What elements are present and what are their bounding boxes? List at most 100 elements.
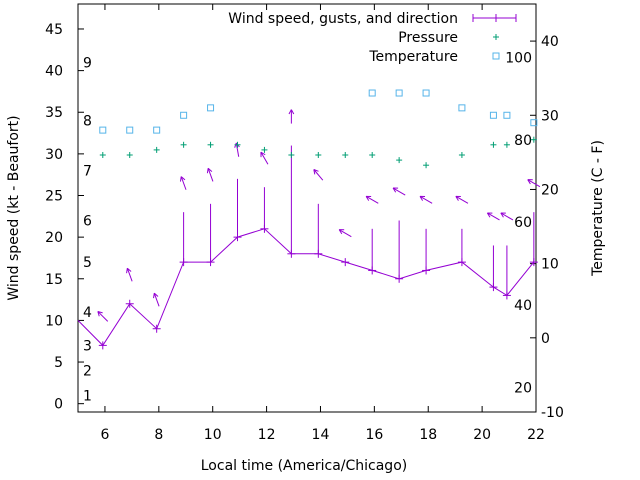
temperature-point — [99, 126, 107, 134]
wind-arrow — [455, 195, 469, 204]
wind-arrow-head — [180, 176, 186, 181]
temperature-point — [207, 104, 215, 112]
beaufort-label: 2 — [83, 363, 92, 379]
legend-label: Pressure — [398, 30, 458, 46]
fahrenheit-label: 80 — [514, 133, 532, 149]
temperature-point — [422, 89, 430, 97]
temperature-point — [458, 104, 466, 112]
x-tick-label: 6 — [100, 427, 109, 443]
beaufort-label: 8 — [83, 114, 92, 130]
temperature-point — [126, 126, 134, 134]
wind-arrow-head — [153, 293, 155, 299]
temperature-point — [368, 89, 376, 97]
wind-arrow-head — [97, 310, 103, 314]
x-tick-label: 10 — [204, 427, 222, 443]
wind-arrow — [392, 187, 406, 196]
y-axis-label-right: Temperature (C - F) — [590, 140, 606, 277]
fahrenheit-label: 20 — [514, 381, 532, 397]
wind-arrow-head — [500, 212, 504, 218]
y-tick-label-right: 40 — [541, 34, 559, 50]
wind-arrow-head — [338, 229, 343, 235]
beaufort-label: 3 — [83, 338, 92, 354]
wind-arrow — [126, 268, 133, 282]
beaufort-label: 9 — [83, 55, 92, 71]
wind-arrow-head — [260, 151, 266, 156]
y-tick-label-right: 10 — [541, 257, 559, 273]
wind-arrow — [419, 195, 433, 204]
y-tick-label-left: 35 — [45, 105, 63, 121]
legend: Wind speed, gusts, and direction Pressure… — [228, 11, 517, 65]
x-axis-label: Local time (America/Chicago) — [201, 458, 407, 474]
beaufort-label: 6 — [83, 213, 92, 229]
y-tick-label-right: -10 — [541, 405, 564, 421]
wind-arrow-head — [206, 168, 209, 174]
y-tick-label-right: 30 — [541, 108, 559, 124]
beaufort-label: 5 — [83, 255, 92, 271]
wind-arrow-head — [97, 311, 100, 317]
y-tick-label-left: 40 — [45, 64, 63, 80]
wind-arrow-head — [313, 169, 316, 175]
wind-arrow — [207, 168, 214, 182]
wind-arrow-head — [313, 169, 319, 172]
wind-arrow — [527, 179, 541, 188]
wind-arrow-head — [392, 187, 397, 193]
wind-arrow-head — [486, 212, 491, 218]
y-tick-label-left: 15 — [45, 272, 63, 288]
y-tick-label-left: 30 — [45, 147, 63, 163]
y-tick-label-left: 10 — [45, 313, 63, 329]
plot-frame — [77, 3, 537, 413]
wind-arrow — [500, 212, 514, 221]
wind-speed-line — [77, 228, 535, 347]
temperature-point — [503, 111, 511, 119]
y-tick-label-left: 25 — [45, 189, 63, 205]
wind-arrow-head — [419, 196, 424, 201]
x-tick-label: 14 — [312, 427, 330, 443]
x-tick-label: 20 — [473, 427, 491, 443]
beaufort-label: 1 — [83, 388, 92, 404]
y-tick-label-left: 45 — [45, 22, 63, 38]
wind-arrow — [487, 212, 500, 221]
wind-arrow-head — [290, 109, 295, 115]
wind-arrow-head — [365, 196, 370, 201]
temperature-point — [153, 126, 161, 134]
wind-arrow-head — [455, 196, 459, 201]
fahrenheit-label: 100 — [505, 50, 532, 66]
legend-label: Temperature — [368, 49, 458, 65]
y-tick-label-left: 5 — [54, 355, 63, 371]
axis-ticks: 6 8 10 12 14 16 18 20 22051015202530354045-10010… — [45, 4, 564, 443]
wind-arrow-head — [126, 268, 128, 274]
x-tick-label: 22 — [527, 427, 545, 443]
wind-arrow — [365, 195, 379, 204]
y-tick-label-right: 20 — [541, 182, 559, 198]
wind-arrow-head — [527, 179, 531, 185]
wind-arrow-head — [207, 167, 213, 172]
temperature-point — [489, 111, 497, 119]
fahrenheit-label: 60 — [514, 215, 532, 231]
series-layer — [77, 89, 541, 350]
wind-arrow-head — [153, 292, 159, 297]
wind-arrow-head — [179, 176, 182, 182]
x-tick-label: 12 — [258, 427, 276, 443]
wind-arrow — [313, 169, 324, 181]
y-tick-label-left: 20 — [45, 230, 63, 246]
wind-arrow — [180, 176, 187, 190]
x-tick-label: 8 — [154, 427, 163, 443]
beaufort-label: 4 — [83, 305, 92, 321]
wind-arrow — [97, 311, 109, 322]
temperature-point — [180, 111, 188, 119]
beaufort-label: 7 — [83, 164, 92, 180]
wind-arrow — [260, 151, 269, 165]
temperature-point — [530, 119, 538, 127]
x-tick-label: 18 — [419, 427, 437, 443]
wind-arrow-head — [127, 267, 132, 272]
fahrenheit-label: 40 — [514, 298, 532, 314]
y-axis-label-left: Wind speed (kt - Beaufort) — [6, 115, 22, 300]
y-tick-label-left: 0 — [54, 397, 63, 413]
y-tick-label-right: 0 — [541, 331, 550, 347]
wind-arrow — [338, 229, 352, 238]
wind-arrow-head — [234, 142, 237, 148]
wind-arrow — [153, 293, 160, 307]
x-tick-label: 16 — [365, 427, 383, 443]
legend-swatch — [492, 52, 500, 60]
